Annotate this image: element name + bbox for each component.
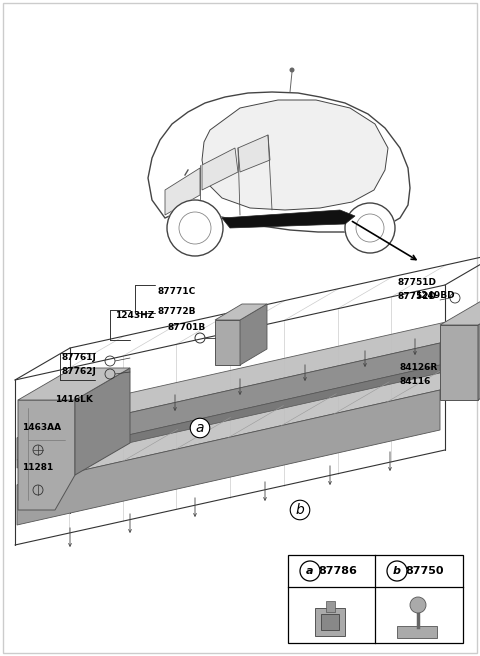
Polygon shape: [17, 390, 440, 525]
Polygon shape: [165, 168, 200, 215]
Text: 1463AA: 1463AA: [22, 424, 61, 432]
Text: 87750: 87750: [406, 566, 444, 576]
Text: 11281: 11281: [22, 464, 53, 472]
FancyBboxPatch shape: [325, 600, 335, 611]
Polygon shape: [202, 148, 238, 190]
Text: 1416LK: 1416LK: [55, 396, 93, 405]
Circle shape: [410, 597, 426, 613]
Text: 87751D: 87751D: [398, 278, 437, 287]
FancyBboxPatch shape: [321, 614, 339, 630]
Text: a: a: [196, 421, 204, 435]
FancyBboxPatch shape: [288, 555, 463, 643]
Polygon shape: [17, 358, 480, 485]
Polygon shape: [148, 92, 410, 232]
Polygon shape: [18, 400, 75, 510]
Polygon shape: [202, 100, 388, 210]
Polygon shape: [17, 311, 480, 438]
Polygon shape: [238, 135, 270, 172]
Text: 1243HZ: 1243HZ: [115, 312, 154, 321]
Polygon shape: [17, 343, 440, 460]
Circle shape: [289, 68, 295, 73]
Text: 87701B: 87701B: [168, 323, 206, 333]
Text: b: b: [393, 566, 401, 576]
Circle shape: [345, 203, 395, 253]
Polygon shape: [215, 320, 240, 365]
Circle shape: [167, 200, 223, 256]
Polygon shape: [222, 210, 355, 228]
Polygon shape: [215, 304, 267, 320]
Text: 84116: 84116: [400, 377, 432, 386]
Text: b: b: [296, 503, 304, 517]
Text: 87761J: 87761J: [62, 354, 97, 363]
Text: 87771C: 87771C: [158, 287, 196, 296]
FancyBboxPatch shape: [315, 608, 345, 636]
Text: 1249BD: 1249BD: [415, 291, 455, 300]
Text: 87786: 87786: [319, 566, 358, 576]
Text: 84126R: 84126R: [400, 363, 438, 373]
Polygon shape: [440, 325, 478, 400]
Polygon shape: [17, 365, 440, 468]
Text: 87772B: 87772B: [158, 307, 196, 316]
Polygon shape: [440, 293, 480, 325]
Polygon shape: [75, 368, 130, 475]
Polygon shape: [240, 304, 267, 365]
Polygon shape: [478, 293, 480, 400]
Polygon shape: [18, 368, 130, 400]
FancyBboxPatch shape: [397, 626, 437, 638]
Text: 87752D: 87752D: [398, 292, 437, 301]
Text: a: a: [306, 566, 314, 576]
Text: 87762J: 87762J: [62, 367, 97, 375]
